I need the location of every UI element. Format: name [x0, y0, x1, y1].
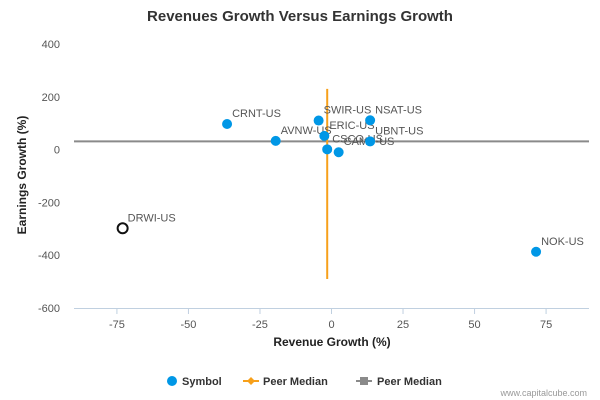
- y-axis-title: Earnings Growth (%): [15, 116, 29, 235]
- point-label: SWIR-US: [324, 105, 372, 117]
- data-point[interactable]: [365, 115, 376, 126]
- data-points: CRNT-USAVNW-USSWIR-USERIC-USCSCO-USCAMP-…: [116, 104, 584, 257]
- credit-text: www.capitalcube.com: [499, 388, 587, 398]
- y-tick-label: -400: [38, 250, 60, 262]
- legend-label[interactable]: Symbol: [182, 376, 222, 388]
- legend: Symbol Peer Median Peer Median: [167, 376, 442, 388]
- y-tick-label: -600: [38, 303, 60, 315]
- legend-label[interactable]: Peer Median: [263, 376, 328, 388]
- x-tick-label: -75: [109, 319, 125, 331]
- point-label: NOK-US: [541, 236, 584, 248]
- point-label: ERIC-US: [329, 120, 374, 132]
- x-tick-label: 50: [468, 319, 480, 331]
- data-point[interactable]: [270, 135, 281, 146]
- y-tick-label: 400: [42, 39, 60, 51]
- legend-square-marker: [360, 377, 368, 385]
- x-tick-label: 75: [540, 319, 552, 331]
- point-label: AVNW-US: [281, 125, 332, 137]
- y-tick-label: 200: [42, 92, 60, 104]
- data-point[interactable]: [365, 136, 376, 147]
- data-point[interactable]: [531, 246, 542, 257]
- x-tick-label: -25: [252, 319, 268, 331]
- x-tick-label: 25: [397, 319, 409, 331]
- point-label: NSAT-US: [375, 104, 422, 116]
- data-point[interactable]: [222, 118, 233, 129]
- legend-diamond-marker: [247, 377, 255, 385]
- x-tick-label: -50: [180, 319, 196, 331]
- y-tick-label: 0: [54, 145, 60, 157]
- point-label: DRWI-US: [128, 212, 176, 224]
- data-point[interactable]: [116, 222, 129, 235]
- y-tick-label: -200: [38, 197, 60, 209]
- point-label: UBNT-US: [375, 125, 423, 137]
- x-axis-title: Revenue Growth (%): [273, 335, 390, 349]
- data-point[interactable]: [319, 130, 330, 141]
- point-label: CRNT-US: [232, 108, 281, 120]
- y-axis-ticks: 400 200 0 -200 -400 -600: [38, 39, 60, 315]
- data-point[interactable]: [333, 147, 344, 158]
- data-point[interactable]: [313, 115, 324, 126]
- legend-label[interactable]: Peer Median: [377, 376, 442, 388]
- x-axis-ticks: -75 -50 -25 0 25 50 75: [109, 308, 552, 331]
- peer-median-lines: [74, 88, 589, 279]
- legend-symbol-marker: [167, 376, 177, 386]
- x-tick-label: 0: [328, 319, 334, 331]
- chart-title: Revenues Growth Versus Earnings Growth: [147, 8, 453, 25]
- data-point[interactable]: [322, 144, 333, 155]
